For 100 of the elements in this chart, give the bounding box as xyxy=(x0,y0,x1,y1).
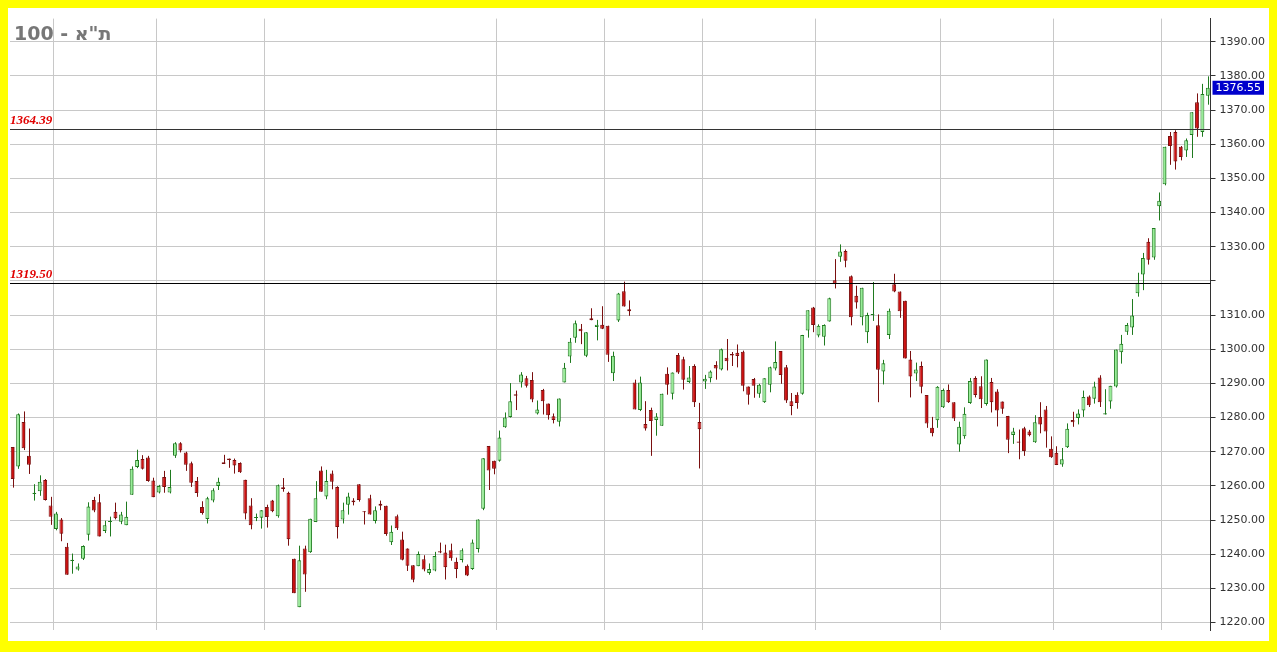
y-tick-label: 1250.00 xyxy=(1219,512,1266,526)
candlestick xyxy=(1049,435,1053,459)
candlestick xyxy=(1184,138,1189,158)
candlestick xyxy=(529,371,534,403)
candlestick xyxy=(400,531,405,561)
candlestick xyxy=(189,461,194,488)
candlestick xyxy=(389,525,394,546)
candlestick xyxy=(1140,252,1145,291)
candlestick xyxy=(675,352,680,375)
candlestick xyxy=(913,362,918,382)
candlestick xyxy=(789,392,794,416)
y-tick-label: 1380.00 xyxy=(1219,68,1266,82)
candlestick xyxy=(621,281,626,308)
candlestick xyxy=(811,306,815,333)
candlestick xyxy=(762,377,767,404)
candlestick xyxy=(978,375,983,409)
candlestick xyxy=(302,545,307,593)
candlestick xyxy=(59,517,64,542)
candlestick xyxy=(665,366,669,396)
y-tick-label: 1330.00 xyxy=(1219,239,1266,253)
chart-title: ת"א - 100 xyxy=(14,22,112,44)
text: 1376.55 xyxy=(1215,80,1262,94)
y-tick-label: 1340.00 xyxy=(1219,205,1266,219)
candlestick xyxy=(881,359,886,385)
candlestick xyxy=(248,497,253,530)
y-tick-label: 1390.00 xyxy=(1219,34,1266,48)
candlestick xyxy=(43,478,48,502)
candlestick xyxy=(194,476,199,498)
candlestick xyxy=(556,397,561,427)
candlestick xyxy=(37,474,42,497)
candlestick xyxy=(778,350,783,385)
candlestick xyxy=(573,320,578,344)
y-tick-label: 1290.00 xyxy=(1219,376,1266,390)
candlestick xyxy=(865,312,870,344)
candlestick xyxy=(1205,75,1210,106)
candlestick xyxy=(1168,131,1172,166)
candlestick xyxy=(1081,390,1086,418)
candlestick xyxy=(508,382,513,419)
candlestick xyxy=(340,502,345,524)
y-tick-label: 1300.00 xyxy=(1219,342,1266,356)
candlestick xyxy=(1043,405,1048,449)
candlestick xyxy=(583,331,588,358)
y-tick-label: 1360.00 xyxy=(1219,137,1266,151)
candlestick xyxy=(957,421,961,453)
candlestick xyxy=(486,445,491,491)
candlestick xyxy=(135,449,140,469)
candlestick xyxy=(1065,422,1070,449)
candlestick xyxy=(670,371,675,400)
candlestick xyxy=(648,407,653,457)
candlestick xyxy=(129,465,134,496)
candlestick xyxy=(805,309,810,339)
candlestick xyxy=(329,470,334,490)
y-tick-label: 1270.00 xyxy=(1219,444,1266,458)
candlestick xyxy=(767,366,772,393)
y-tick-label: 1350.00 xyxy=(1219,171,1266,185)
candlestick xyxy=(973,375,978,398)
y-tick-label: 1310.00 xyxy=(1219,307,1266,321)
candlestick xyxy=(940,388,945,409)
candlestick xyxy=(908,350,913,398)
candlestick xyxy=(26,428,31,475)
candlestick xyxy=(967,377,972,405)
y-tick-label: 1240.00 xyxy=(1219,547,1266,561)
candlestick xyxy=(567,337,572,364)
candlestick xyxy=(162,470,167,494)
y-tick-label: 1230.00 xyxy=(1219,581,1266,595)
candlestick xyxy=(821,323,826,347)
candlestick xyxy=(1097,374,1102,408)
candlestick xyxy=(443,544,448,580)
candlestick xyxy=(497,430,502,463)
candlestick xyxy=(1022,426,1026,457)
y-tick-label: 1280.00 xyxy=(1219,410,1266,424)
y-tick-label: 1370.00 xyxy=(1219,103,1266,117)
candlestick xyxy=(108,516,112,537)
candlestick xyxy=(145,455,150,483)
candlestick xyxy=(324,469,329,500)
candlestick xyxy=(1130,298,1135,336)
candlestick xyxy=(946,383,951,404)
candlestick xyxy=(1005,415,1010,454)
candlestick xyxy=(832,258,837,289)
candlestick xyxy=(1059,447,1064,468)
candlestick xyxy=(919,361,924,394)
candlestick xyxy=(751,377,756,399)
y-tick-label: 1260.00 xyxy=(1219,478,1266,492)
candlestick xyxy=(264,504,269,529)
candlestick xyxy=(205,496,210,524)
candlestick xyxy=(346,492,350,516)
candlestick xyxy=(994,388,999,427)
candlestick xyxy=(886,308,891,340)
ref-line-label: 1364.39 xyxy=(10,112,53,128)
candlestick xyxy=(1038,401,1043,434)
candlestick xyxy=(540,388,545,416)
candlestick xyxy=(54,511,58,531)
candlestick xyxy=(1032,414,1037,444)
candlestick xyxy=(1092,381,1097,405)
candlestick xyxy=(897,291,902,319)
candlestick xyxy=(1146,237,1151,266)
ref-line-label: 1319.50 xyxy=(10,266,53,282)
candlestick xyxy=(454,557,459,579)
candlestick xyxy=(1119,334,1124,365)
y-tick-label: 1220.00 xyxy=(1219,615,1266,629)
